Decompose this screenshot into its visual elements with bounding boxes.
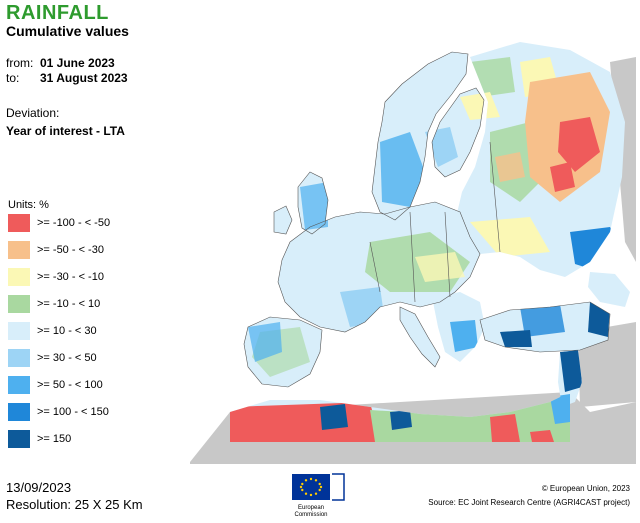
- eu-stars-icon: [299, 477, 323, 497]
- legend-label: >= -50 - < -30: [37, 244, 104, 256]
- country-borders: [243, 51, 611, 388]
- legend-label: >= -100 - < -50: [37, 217, 111, 229]
- deviation-patch: [520, 304, 565, 337]
- european-commission-logo: European Commission: [284, 472, 346, 518]
- logo-text: European: [298, 505, 324, 511]
- legend-swatch: [8, 214, 30, 232]
- legend-units: Units: %: [8, 199, 49, 211]
- legend-label: >= 150: [37, 433, 72, 445]
- deviation-patch: [450, 320, 478, 352]
- deviation-patch: [560, 350, 582, 392]
- to-date: 31 August 2023: [40, 71, 128, 85]
- legend-label: >= -30 - < -10: [37, 271, 104, 283]
- deviation-patch: [248, 322, 282, 362]
- legend-item: >= 30 - < 50: [8, 349, 158, 367]
- deviation-patch: [550, 162, 575, 192]
- legend-swatch: [8, 349, 30, 367]
- deviation-patch: [500, 330, 532, 347]
- deviation-patch: [320, 404, 348, 430]
- map-subtitle: Cumulative values: [6, 23, 129, 39]
- legend-item: >= 50 - < 100: [8, 376, 158, 394]
- map-title: RAINFALL: [6, 2, 109, 24]
- issue-date: 13/09/2023: [6, 480, 72, 495]
- legend-swatch: [8, 241, 30, 259]
- deviation-patch: [530, 430, 554, 442]
- legend-label: >= 10 - < 30: [37, 325, 97, 337]
- legend-swatch: [8, 376, 30, 394]
- legend-swatch: [8, 268, 30, 286]
- legend-swatch: [8, 403, 30, 421]
- logo-text: Commission: [294, 512, 327, 518]
- legend-item: >= 100 - < 150: [8, 403, 158, 421]
- legend-item: >= 150: [8, 430, 158, 448]
- legend-item: >= -10 - < 10: [8, 295, 158, 313]
- period-to: to: 31 August 2023: [6, 71, 128, 85]
- legend-swatch: [8, 295, 30, 313]
- copyright-text: © European Union, 2023: [541, 484, 630, 493]
- legend-item: >= -100 - < -50: [8, 214, 158, 232]
- resolution-text: Resolution: 25 X 25 Km: [6, 497, 143, 512]
- rainfall-map: [190, 42, 636, 464]
- to-label: to:: [6, 71, 20, 85]
- deviation-patch: [380, 132, 425, 207]
- legend-swatch: [8, 430, 30, 448]
- deviation-label: Deviation:: [6, 106, 60, 120]
- from-label: from:: [6, 56, 34, 70]
- deviation-patch: [490, 414, 520, 442]
- from-date: 01 June 2023: [40, 56, 115, 70]
- legend-swatch: [8, 322, 30, 340]
- legend-item: >= -50 - < -30: [8, 241, 158, 259]
- source-text: Source: EC Joint Research Centre (AGRI4C…: [428, 498, 630, 507]
- deviation-patch: [390, 410, 412, 430]
- deviation-patch: [470, 217, 550, 257]
- deviation-patch: [300, 182, 328, 230]
- deviation-patch: [230, 402, 380, 442]
- deviation-patch: [460, 92, 500, 120]
- legend-label: >= -10 - < 10: [37, 298, 101, 310]
- deviation-patch: [558, 117, 600, 172]
- legend-label: >= 50 - < 100: [37, 379, 103, 391]
- period-from: from: 01 June 2023: [6, 56, 115, 70]
- legend-label: >= 30 - < 50: [37, 352, 97, 364]
- legend-item: >= -30 - < -10: [8, 268, 158, 286]
- legend-label: >= 100 - < 150: [37, 406, 109, 418]
- deviation-patch: [495, 152, 525, 182]
- deviation-patch: [415, 252, 465, 282]
- deviation-patch: [550, 394, 570, 424]
- deviation-value: Year of interest - LTA: [6, 124, 125, 138]
- legend-item: >= 10 - < 30: [8, 322, 158, 340]
